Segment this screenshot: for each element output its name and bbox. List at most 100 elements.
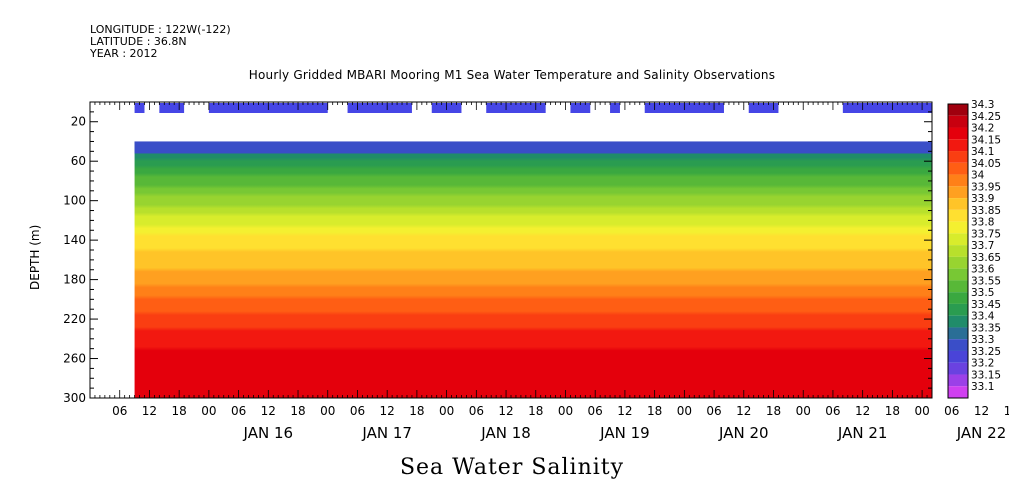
colorbar-swatch [948,139,968,152]
colorbar-swatch [948,174,968,187]
colorbar-label: 33.6 [971,264,995,276]
colorbar-label: 33.55 [971,275,1001,287]
x-hour-label: 00 [677,404,692,418]
y-tick-label: 140 [63,233,86,247]
x-day-label: JAN 20 [718,424,769,442]
colorbar-swatch [948,256,968,269]
x-hour-label: 06 [350,404,365,418]
surface-obs-segment [610,103,620,113]
longitude-label: LONGITUDE : 122W(-122) [90,23,231,36]
x-day-label: JAN 21 [837,424,888,442]
colorbar-swatch [948,280,968,293]
x-hour-label: 06 [469,404,484,418]
colorbar-label: 34.3 [971,99,994,111]
colorbar-label: 33.95 [971,181,1001,193]
colorbar-label: 33.15 [971,369,1001,381]
x-hour-label: 00 [439,404,454,418]
surface-observations [134,103,932,113]
colorbar-label: 34.25 [971,111,1001,123]
x-hour-label: 06 [112,404,127,418]
x-hour-label: 18 [528,404,543,418]
x-hour-label: 12 [498,404,513,418]
latitude-label: LATITUDE : 36.8N [90,35,187,48]
y-tick-label: 260 [63,352,86,366]
colorbar-swatch [948,327,968,340]
colorbar-label: 33.3 [971,334,994,346]
colorbar-swatch [948,233,968,246]
x-hour-label: 18 [885,404,900,418]
x-hour-label: 18 [647,404,662,418]
colorbar-label: 33.35 [971,322,1001,334]
x-hour-label: 00 [558,404,573,418]
colorbar-label: 34 [971,170,985,182]
colorbar-swatch [948,374,968,387]
surface-obs-segment [347,103,412,113]
x-day-label: JAN 22 [956,424,1007,442]
x-hour-label: 00 [796,404,811,418]
colorbar-label: 33.1 [971,381,994,393]
x-day-label: JAN 18 [480,424,531,442]
x-hour-label: 18 [766,404,781,418]
x-hour-label: 18 [409,404,424,418]
y-tick-label: 180 [63,273,86,287]
colorbar-swatch [948,292,968,304]
x-hour-label: 12 [142,404,157,418]
x-hour-label: 12 [974,404,989,418]
colorbar-frame [947,103,969,399]
surface-obs-segment [134,103,145,113]
colorbar-swatch [948,127,968,140]
x-day-label: JAN 17 [361,424,412,442]
colorbar-swatch [948,339,968,351]
surface-obs-segment [570,103,591,113]
year-label: YEAR : 2012 [90,47,158,60]
colorbar-swatch [948,315,968,328]
colorbar-swatch [948,151,968,163]
colorbar-label: 33.4 [971,311,995,323]
surface-obs-segment [748,103,779,113]
x-hour-label: 12 [380,404,395,418]
colorbar-swatch [948,162,968,175]
y-axis-label: DEPTH (m) [28,224,42,290]
x-day-label: JAN 16 [243,424,294,442]
colorbar-label: 33.8 [971,217,994,229]
y-tick-label: 220 [63,312,86,326]
colorbar-label: 33.5 [971,287,994,299]
x-hour-label: 18 [290,404,305,418]
y-tick-label: 100 [63,194,86,208]
x-axis: 06 12 18 00 06 12 18 00 06 12 18 00 06 12 18 00 06 12 18 00… [89,102,1009,442]
x-hour-label: 12 [261,404,276,418]
x-hour-label: 12 [617,404,632,418]
x-hour-label: 00 [320,404,335,418]
x-hour-label: 18 [1004,404,1009,418]
salinity-field [134,141,932,398]
x-hour-label: 12 [736,404,751,418]
salinity-field-fill [134,141,932,398]
colorbar-label: 33.9 [971,193,994,205]
colorbar-label: 33.45 [971,299,1001,311]
colorbar-swatch [948,209,968,222]
colorbar-label: 33.7 [971,240,994,252]
colorbar-label: 34.2 [971,123,994,135]
colorbar-label: 33.85 [971,205,1001,217]
colorbar-swatch [948,386,968,398]
x-hour-label: 18 [172,404,187,418]
colorbar-swatch [948,115,968,128]
colorbar-swatch [948,268,968,281]
colorbar-swatch [948,362,968,375]
y-axis: 20 60 100 140 180 220 260 300 [63,101,932,405]
x-hour-label: 06 [944,404,959,418]
colorbar-swatch [948,303,968,316]
colorbar-label: 33.75 [971,228,1001,240]
colorbar-label: 33.2 [971,358,994,370]
x-hour-label: 06 [706,404,721,418]
surface-obs-segment [486,103,546,113]
colorbar-swatch [948,104,968,116]
x-hour-label: 06 [825,404,840,418]
chart-title: Hourly Gridded MBARI Mooring M1 Sea Wate… [248,68,776,82]
colorbar-swatch [948,221,968,234]
surface-obs-segment [842,103,932,113]
surface-fresh-layer [134,141,932,154]
surface-obs-segment [159,103,185,113]
variable-title: Sea Water Salinity [399,455,625,480]
